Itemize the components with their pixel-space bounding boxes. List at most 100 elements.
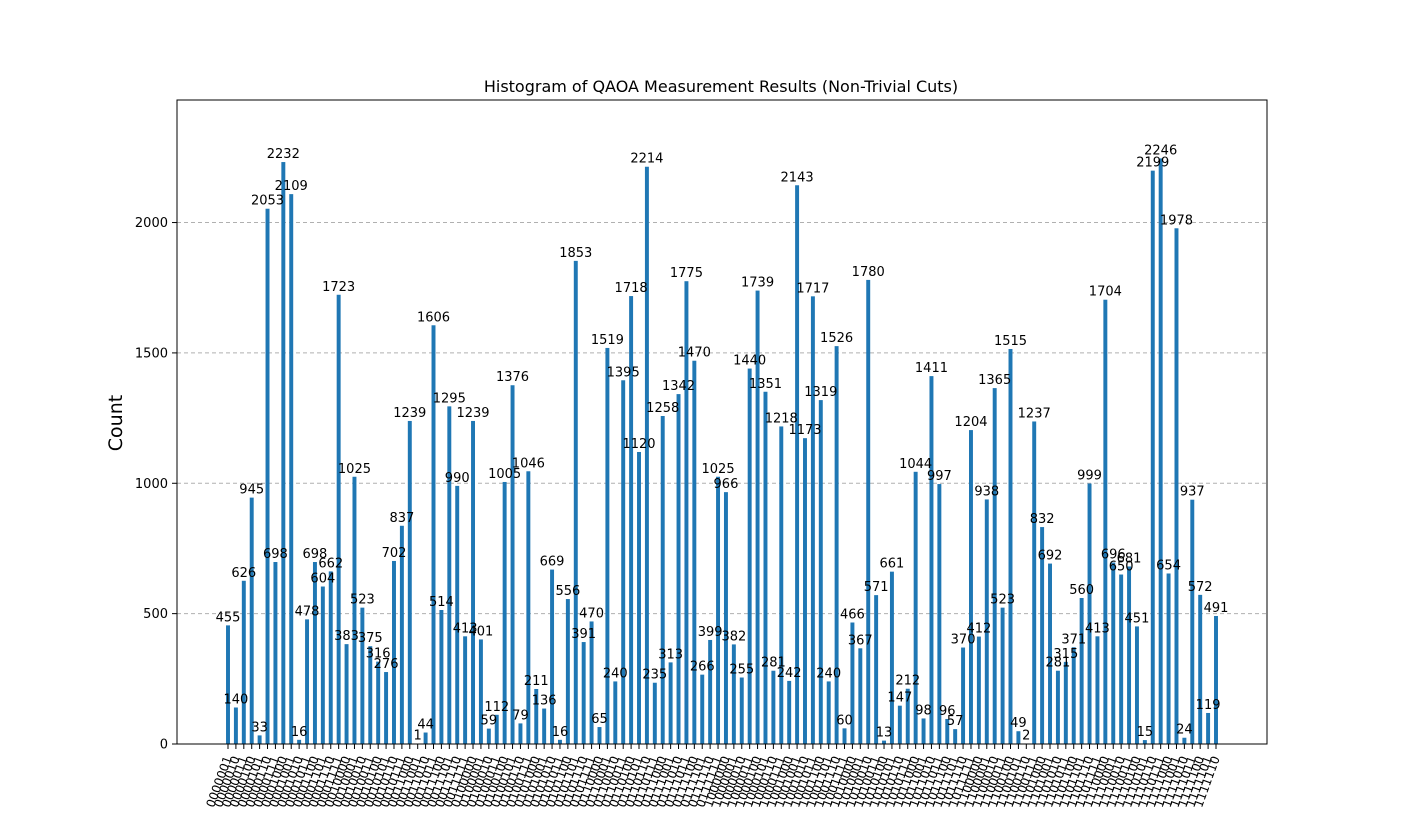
bar xyxy=(613,681,618,744)
bar xyxy=(1048,563,1052,744)
bar xyxy=(652,682,657,744)
bar-value-label: 1853 xyxy=(559,246,592,261)
bar-value-label: 60 xyxy=(836,713,853,728)
bar xyxy=(463,636,468,744)
bar-value-label: 1258 xyxy=(646,401,679,416)
bar-value-label: 255 xyxy=(729,663,754,678)
bar-value-label: 1351 xyxy=(749,377,782,392)
bar-value-label: 1606 xyxy=(417,310,450,325)
bar-value-label: 1237 xyxy=(1018,406,1051,421)
bar xyxy=(913,471,918,744)
bar xyxy=(360,607,365,744)
bar xyxy=(708,639,713,744)
bar-value-label: 945 xyxy=(239,483,264,498)
bar-value-label: 1204 xyxy=(954,415,987,430)
bar xyxy=(431,325,436,744)
bar-value-label: 571 xyxy=(864,580,889,595)
bar xyxy=(644,166,649,744)
bar xyxy=(716,476,721,744)
bar-value-label: 147 xyxy=(887,691,912,706)
bar-value-label: 276 xyxy=(374,657,399,672)
bar-value-label: 1005 xyxy=(488,467,521,482)
bar xyxy=(392,560,396,744)
plot-area xyxy=(176,99,1268,745)
bar xyxy=(921,718,926,744)
bar xyxy=(660,416,665,744)
bar-value-label: 370 xyxy=(951,633,976,648)
bar-value-label: 375 xyxy=(358,631,383,646)
chart-title: Histogram of QAOA Measurement Results (N… xyxy=(484,77,958,96)
bar-value-label: 692 xyxy=(1038,549,1063,564)
bar-value-label: 212 xyxy=(895,674,920,689)
bar xyxy=(755,290,760,744)
bar-value-label: 1704 xyxy=(1089,285,1122,300)
bar xyxy=(605,347,610,744)
bar-value-label: 240 xyxy=(816,666,841,681)
bar xyxy=(368,646,373,744)
bar-value-label: 65 xyxy=(591,712,608,727)
bar xyxy=(882,740,887,744)
bar xyxy=(842,728,847,744)
bar xyxy=(526,471,531,744)
bar-value-label: 661 xyxy=(880,557,905,572)
bar xyxy=(376,661,381,744)
bar xyxy=(1055,670,1060,744)
bar xyxy=(289,194,294,745)
bar-value-label: 2 xyxy=(1022,728,1030,743)
bar-value-label: 2199 xyxy=(1136,156,1169,171)
bar xyxy=(565,599,570,744)
bar xyxy=(233,707,238,744)
bar-value-label: 2246 xyxy=(1144,143,1177,158)
bar-value-label: 560 xyxy=(1069,583,1094,598)
bar xyxy=(312,562,317,744)
bar xyxy=(1040,527,1045,744)
bar-value-label: 136 xyxy=(532,694,557,709)
bar xyxy=(1134,626,1139,744)
bar xyxy=(241,580,246,744)
bar-value-label: 999 xyxy=(1077,469,1102,484)
bar-value-label: 650 xyxy=(1109,560,1134,575)
bar-value-label: 1295 xyxy=(433,391,466,406)
bar-value-label: 937 xyxy=(1180,485,1205,500)
bar xyxy=(581,642,586,744)
bar xyxy=(779,426,784,744)
bar-value-label: 313 xyxy=(658,647,683,662)
bar xyxy=(1095,636,1100,744)
bar-value-label: 1780 xyxy=(852,265,885,280)
bar xyxy=(889,571,894,744)
bar-value-label: 1395 xyxy=(607,365,640,380)
bar xyxy=(668,662,673,744)
bar xyxy=(478,639,483,744)
bar xyxy=(1182,737,1187,744)
bar-value-label: 240 xyxy=(603,666,628,681)
bar xyxy=(1000,607,1005,744)
bar xyxy=(1142,740,1147,744)
bar xyxy=(992,388,997,744)
bar xyxy=(1079,597,1084,744)
bar xyxy=(257,735,262,744)
bar-value-label: 57 xyxy=(947,714,964,729)
bar-value-label: 316 xyxy=(366,647,391,662)
bar xyxy=(897,705,902,744)
y-tick-label: 1000 xyxy=(135,477,168,492)
bar-value-label: 1046 xyxy=(512,456,545,471)
bar xyxy=(1190,499,1195,744)
bar xyxy=(1103,299,1108,744)
bar xyxy=(866,279,871,744)
bar-value-label: 1718 xyxy=(615,281,648,296)
bar-value-label: 669 xyxy=(540,555,565,570)
bar xyxy=(929,376,934,744)
bar xyxy=(320,586,325,744)
bar-value-label: 2053 xyxy=(251,194,284,209)
bar xyxy=(763,391,768,744)
bar-value-label: 382 xyxy=(721,629,746,644)
bar-value-label: 466 xyxy=(840,608,865,623)
bar-value-label: 59 xyxy=(481,714,498,729)
bar-value-label: 266 xyxy=(690,660,715,675)
bar-value-label: 1218 xyxy=(765,411,798,426)
bar-value-label: 15 xyxy=(1137,725,1154,740)
bar-value-label: 1044 xyxy=(899,457,932,472)
bar-value-label: 1120 xyxy=(622,437,655,452)
bar-value-label: 1319 xyxy=(804,385,837,400)
